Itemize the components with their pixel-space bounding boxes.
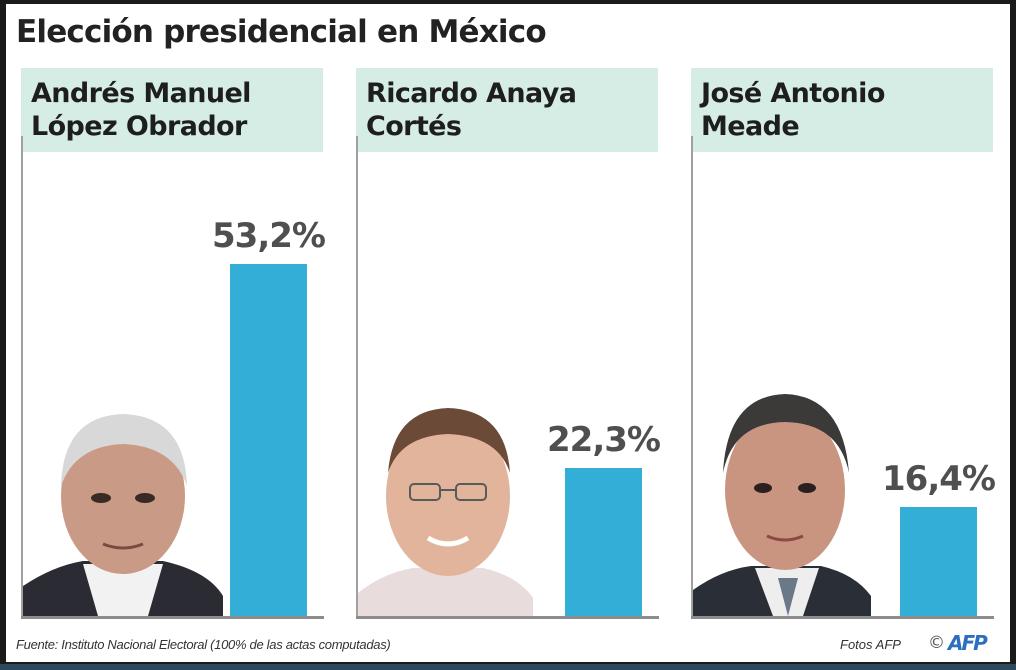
axis-baseline [691,616,994,619]
candidate-name-box: Ricardo Anaya Cortés [356,68,658,152]
axis-left-line [356,136,358,618]
axis-left-line [691,136,693,618]
candidate-name-box: José Antonio Meade [691,68,993,152]
candidate-name-line1: Ricardo Anaya [366,78,577,109]
candidate-name-line2: Meade [701,111,800,142]
candidate-photo-anaya [358,408,533,616]
candidate-name-line1: José Antonio [701,78,885,109]
value-label-amlo: 53,2% [212,215,326,256]
candidate-panel-amlo: Andrés Manuel López Obrador 53,2% [21,68,331,624]
axis-left-line [21,136,23,618]
candidate-name-line1: Andrés Manuel [31,78,251,109]
afp-logo: AFP [948,631,988,655]
value-label-meade: 16,4% [882,459,996,500]
source-note: Fuente: Instituto Nacional Electoral (10… [16,637,391,652]
value-label-anaya: 22,3% [547,420,661,461]
bar-anaya [565,468,642,616]
chart-title: Elección presidencial en México [16,14,547,50]
candidate-photo-amlo [23,414,223,616]
bottom-strip [0,664,1016,670]
candidate-panel-meade: José Antonio Meade 16,4% [691,68,1001,624]
bar-meade [900,507,977,616]
bar-amlo [230,263,307,616]
candidate-name-line2: Cortés [366,111,462,142]
copyright-icon: © [928,633,945,653]
photo-credit: Fotos AFP [840,637,901,652]
candidate-name-box: Andrés Manuel López Obrador [21,68,323,152]
candidate-photo-meade [693,394,871,616]
candidate-name-line2: López Obrador [31,111,247,142]
axis-baseline [356,616,659,619]
candidate-panel-anaya: Ricardo Anaya Cortés 22,3% [356,68,666,624]
axis-baseline [21,616,324,619]
